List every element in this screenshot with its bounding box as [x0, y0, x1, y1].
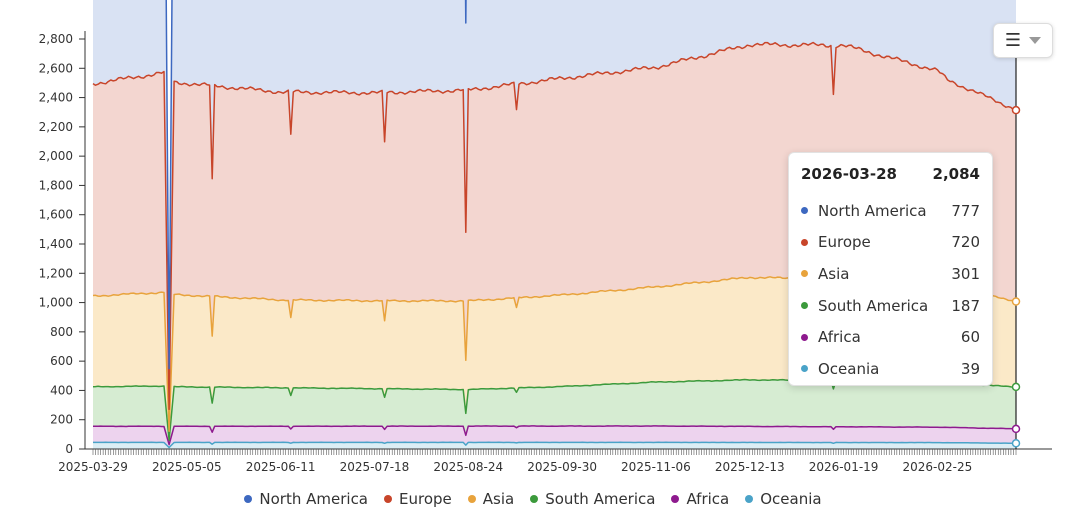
tooltip-row: Asia 301 [801, 258, 980, 290]
legend-label: Europe [399, 490, 452, 508]
series-dot-icon [801, 333, 808, 341]
chart-legend: North America Europe Asia South America Afri… [0, 490, 1066, 508]
area-oceania[interactable] [93, 442, 1016, 449]
y-tick-label: 1,800 [39, 178, 73, 192]
tooltip-row: Oceania 39 [801, 353, 980, 385]
legend-item-africa[interactable]: Africa [671, 490, 729, 508]
y-tick-label: 1,200 [39, 266, 73, 280]
y-tick-label: 800 [50, 325, 73, 339]
series-dot-icon [801, 270, 808, 278]
legend-dot-icon [244, 495, 253, 503]
legend-item-asia[interactable]: Asia [467, 490, 515, 508]
line-europe [92, 41, 1017, 411]
line-africa [92, 425, 1017, 446]
stacked-area-chart: 0 200 400 600 800 1,000 1,200 1,400 1,600 1,800 2,… [39, 0, 1052, 474]
tooltip-series-name: Africa [818, 328, 861, 347]
legend-dot-icon [671, 495, 680, 503]
legend-label: South America [545, 490, 656, 508]
legend-item-south-america[interactable]: South America [530, 490, 655, 508]
legend-item-europe[interactable]: Europe [384, 490, 452, 508]
hover-marker-oceania [1011, 439, 1021, 448]
x-tick-label: 2025-12-13 [715, 460, 785, 474]
y-tick-label: 2,600 [39, 61, 73, 75]
x-tick-label: 2025-05-05 [152, 460, 222, 474]
legend-label: North America [259, 490, 369, 508]
legend-item-oceania[interactable]: Oceania [745, 490, 822, 508]
y-tick-label: 600 [50, 354, 73, 368]
y-tick-label: 200 [50, 413, 73, 427]
series-dot-icon [801, 365, 808, 373]
tooltip-row: South America 187 [801, 290, 980, 322]
x-tick-label: 2025-09-30 [527, 460, 597, 474]
tooltip-total: 2,084 [932, 165, 980, 183]
hamburger-menu-icon: ☰ [1004, 29, 1022, 51]
chart-tooltip: 2026-03-28 2,084 North America 777 Europe 7… [788, 152, 993, 386]
x-tick-label: 2025-06-11 [246, 460, 316, 474]
tooltip-series-name: South America [818, 296, 929, 315]
tooltip-series-name: Oceania [818, 359, 880, 378]
tooltip-series-value: 777 [951, 201, 980, 220]
tooltip-row: Europe 720 [801, 227, 980, 259]
chart-menu-button[interactable]: ☰ [993, 23, 1053, 58]
hover-marker-europe [1011, 105, 1021, 115]
series-dot-icon [801, 207, 808, 215]
y-tick-label: 2,200 [39, 120, 73, 134]
legend-label: Asia [482, 490, 515, 508]
legend-dot-icon [467, 495, 476, 503]
line-oceania [93, 441, 1017, 449]
area-south-america[interactable] [93, 379, 1016, 445]
area-europe[interactable] [93, 42, 1016, 432]
tooltip-series-value: 39 [960, 359, 980, 378]
x-tick-label: 2026-01-19 [809, 460, 879, 474]
hover-marker-south-america [1011, 382, 1021, 392]
tooltip-series-name: Asia [818, 264, 850, 283]
hover-marker-africa [1011, 424, 1021, 434]
y-tick-label: 400 [50, 383, 73, 397]
x-tick-label: 2025-08-24 [433, 460, 503, 474]
hover-markers [1011, 58, 1021, 449]
tooltip-series-name: Europe [818, 233, 871, 252]
legend-item-north-america[interactable]: North America [244, 490, 368, 508]
y-tick-label: 1,400 [39, 237, 73, 251]
tooltip-row: North America 777 [801, 195, 980, 227]
series-dot-icon [801, 238, 808, 246]
y-tick-label: 2,400 [39, 91, 73, 105]
area-asia[interactable] [93, 276, 1016, 441]
tooltip-series-name: North America [818, 201, 927, 220]
area-north-america[interactable] [93, 0, 1016, 410]
legend-dot-icon [384, 495, 393, 503]
x-tick-label: 2025-07-18 [340, 460, 410, 474]
tooltip-series-value: 301 [951, 264, 980, 283]
tooltip-series-value: 60 [960, 328, 980, 347]
x-tick-label: 2025-03-29 [58, 460, 128, 474]
legend-dot-icon [745, 495, 754, 503]
hover-marker-asia [1011, 297, 1021, 306]
chevron-down-icon [1029, 37, 1042, 44]
tooltip-row: Africa 60 [801, 321, 980, 353]
tooltip-series-value: 187 [951, 296, 980, 315]
axes: 0 200 400 600 800 1,000 1,200 1,400 1,600 1,800 2,… [39, 31, 1052, 474]
y-tick-label: 2,800 [39, 32, 73, 46]
series-dot-icon [801, 302, 808, 310]
legend-label: Africa [686, 490, 730, 508]
y-tick-label: 0 [65, 442, 73, 456]
tooltip-series-value: 720 [951, 233, 980, 252]
legend-dot-icon [530, 495, 539, 503]
tooltip-header: 2026-03-28 2,084 [801, 165, 980, 187]
y-tick-label: 2,000 [39, 149, 73, 163]
y-tick-label: 1,000 [39, 296, 73, 310]
legend-label: Oceania [760, 490, 822, 508]
x-tick-label: 2025-11-06 [621, 460, 691, 474]
tooltip-date: 2026-03-28 [801, 165, 897, 183]
y-tick-label: 1,600 [39, 208, 73, 222]
x-tick-label: 2026-02-25 [903, 460, 973, 474]
